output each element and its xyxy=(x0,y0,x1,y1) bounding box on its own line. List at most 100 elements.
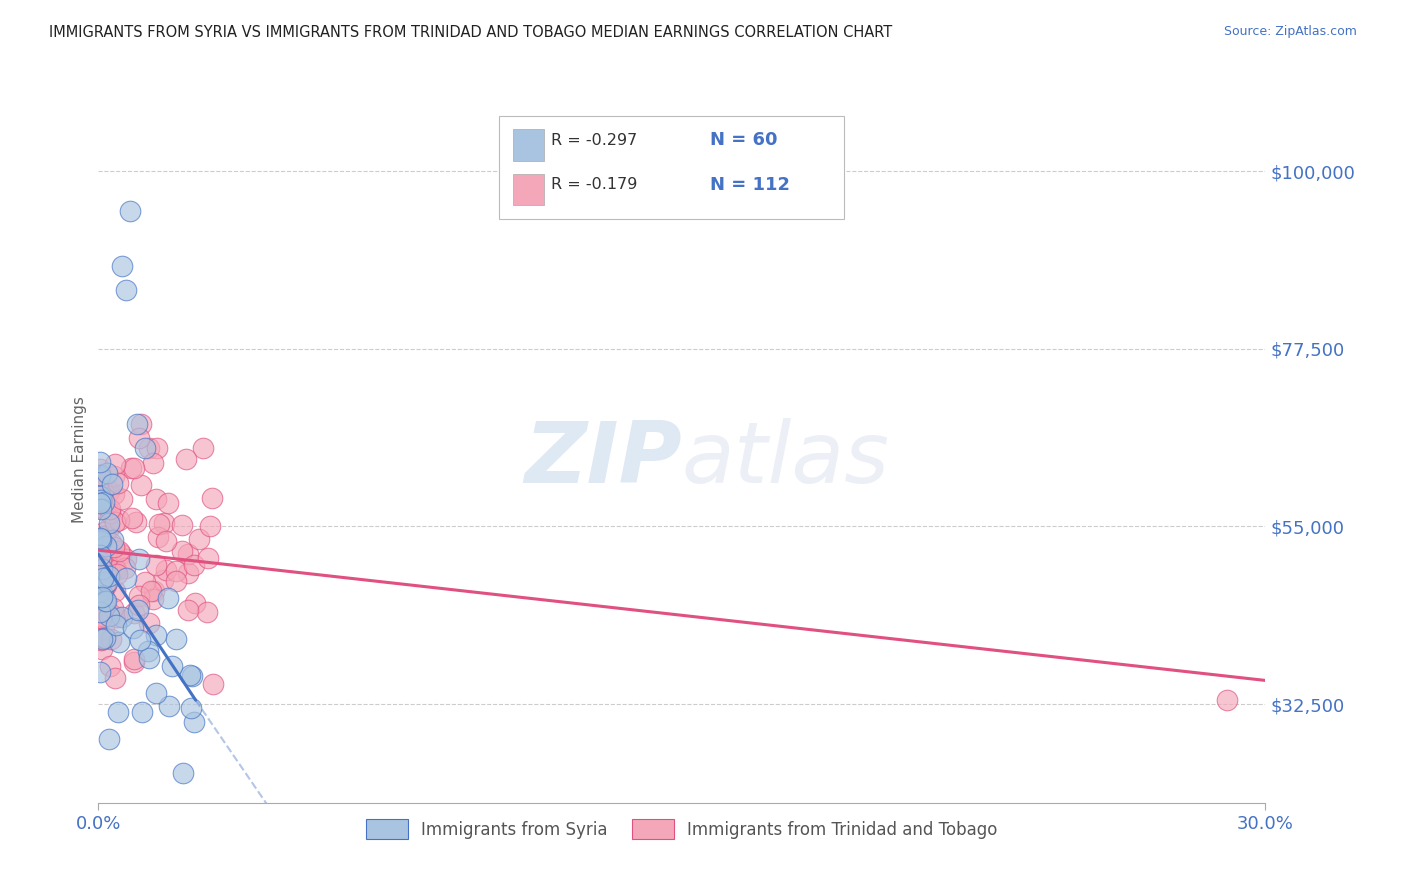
Point xyxy=(98,521,121,535)
Point xyxy=(90,642,112,657)
Point xyxy=(90,532,112,546)
Point xyxy=(122,655,145,669)
Point xyxy=(110,547,132,561)
Point xyxy=(165,564,187,578)
Point xyxy=(145,628,167,642)
Point xyxy=(90,502,112,516)
Point xyxy=(90,632,112,647)
Point xyxy=(128,552,150,566)
Point xyxy=(104,458,127,472)
Text: N = 60: N = 60 xyxy=(710,131,778,149)
Point xyxy=(118,203,141,218)
Point xyxy=(193,441,215,455)
Point xyxy=(104,671,127,685)
Point xyxy=(93,554,115,568)
Point xyxy=(94,578,117,592)
Point xyxy=(176,452,198,467)
Point xyxy=(165,574,187,588)
Point xyxy=(94,578,117,592)
Point xyxy=(142,456,165,470)
Point xyxy=(138,441,160,455)
Point xyxy=(160,658,183,673)
Point xyxy=(128,599,150,613)
Point xyxy=(114,561,136,575)
Point xyxy=(98,605,121,619)
Text: R = -0.297: R = -0.297 xyxy=(551,133,637,147)
Point xyxy=(114,283,136,297)
Point xyxy=(94,577,117,591)
Point xyxy=(89,500,111,515)
Point xyxy=(115,571,138,585)
Point xyxy=(90,555,112,569)
Point xyxy=(89,665,111,680)
Point xyxy=(115,552,138,566)
Point xyxy=(89,489,111,503)
Point xyxy=(89,572,111,586)
Point xyxy=(94,593,117,607)
Point xyxy=(127,603,149,617)
Point xyxy=(188,533,211,547)
Point xyxy=(200,491,222,506)
Point xyxy=(181,669,204,683)
Point xyxy=(96,594,118,608)
Point xyxy=(122,461,145,475)
Point xyxy=(139,584,162,599)
Point xyxy=(176,603,198,617)
Point xyxy=(156,496,179,510)
Text: R = -0.179: R = -0.179 xyxy=(551,178,637,192)
Point xyxy=(145,686,167,700)
Point xyxy=(91,592,114,607)
Point xyxy=(101,477,124,491)
Point xyxy=(122,621,145,635)
Point xyxy=(105,563,128,577)
Point xyxy=(148,516,170,531)
Point xyxy=(122,652,145,666)
Point xyxy=(98,659,121,673)
Point xyxy=(101,607,124,622)
Point xyxy=(91,588,114,602)
Point xyxy=(124,515,146,529)
Point xyxy=(91,561,114,575)
Text: IMMIGRANTS FROM SYRIA VS IMMIGRANTS FROM TRINIDAD AND TOBAGO MEDIAN EARNINGS COR: IMMIGRANTS FROM SYRIA VS IMMIGRANTS FROM… xyxy=(49,25,893,40)
Point xyxy=(89,550,111,565)
Point xyxy=(93,495,115,509)
Point xyxy=(93,557,115,571)
Point xyxy=(90,612,112,626)
Point xyxy=(90,533,112,548)
Point xyxy=(142,584,165,599)
Point xyxy=(183,715,205,730)
Point xyxy=(91,587,114,601)
Point xyxy=(96,467,118,481)
Point xyxy=(91,500,114,515)
Point xyxy=(146,441,169,455)
Text: atlas: atlas xyxy=(682,417,890,501)
Point xyxy=(89,589,111,603)
Point xyxy=(172,544,194,558)
Point xyxy=(90,552,112,566)
Point xyxy=(155,563,177,577)
Point xyxy=(107,543,129,558)
Point xyxy=(96,575,118,590)
Point xyxy=(108,634,131,648)
Point xyxy=(89,455,111,469)
Point xyxy=(129,633,152,648)
Point xyxy=(97,483,120,498)
Point xyxy=(98,506,121,520)
Point xyxy=(93,624,115,638)
Point xyxy=(107,475,129,490)
Point xyxy=(100,536,122,550)
Point xyxy=(136,644,159,658)
Point xyxy=(157,698,180,713)
Point xyxy=(145,492,167,507)
Point xyxy=(177,547,200,561)
Point xyxy=(89,546,111,560)
Point xyxy=(91,594,114,608)
Point xyxy=(90,574,112,589)
Point xyxy=(103,583,125,598)
Point xyxy=(107,705,129,719)
Point xyxy=(131,477,153,491)
Point xyxy=(93,524,115,539)
Point xyxy=(89,496,111,510)
Point xyxy=(184,595,207,609)
Point xyxy=(89,630,111,644)
